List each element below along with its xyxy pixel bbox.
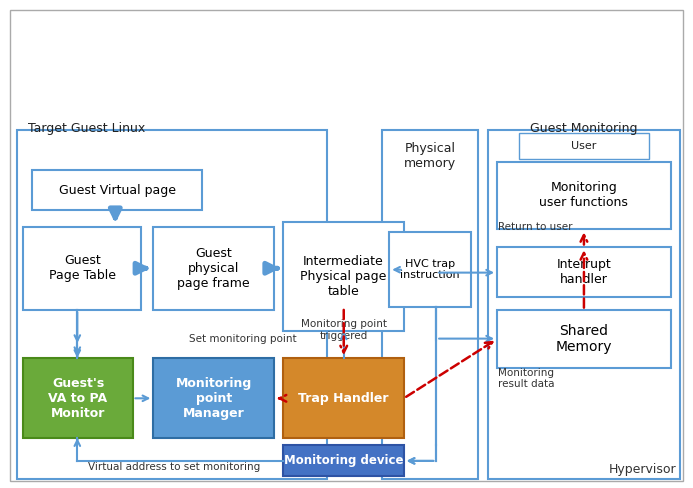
Text: Set monitoring point: Set monitoring point <box>189 334 297 344</box>
Text: Intermediate
Physical page
table: Intermediate Physical page table <box>300 255 387 298</box>
FancyBboxPatch shape <box>283 358 404 438</box>
Text: Target Guest Linux: Target Guest Linux <box>28 122 145 135</box>
Text: Interrupt
handler: Interrupt handler <box>556 258 611 286</box>
FancyBboxPatch shape <box>24 227 141 309</box>
Text: Monitoring point
triggered: Monitoring point triggered <box>301 319 387 341</box>
Text: Guest's
VA to PA
Monitor: Guest's VA to PA Monitor <box>49 377 107 420</box>
Text: User: User <box>571 141 597 151</box>
FancyBboxPatch shape <box>283 222 404 331</box>
FancyBboxPatch shape <box>33 170 202 210</box>
FancyBboxPatch shape <box>497 247 671 297</box>
FancyBboxPatch shape <box>24 358 132 438</box>
Text: Monitoring
user functions: Monitoring user functions <box>539 182 629 209</box>
Text: Guest
physical
page frame: Guest physical page frame <box>177 247 250 290</box>
FancyBboxPatch shape <box>283 446 404 476</box>
Text: Virtual address to set monitoring: Virtual address to set monitoring <box>88 462 260 472</box>
FancyBboxPatch shape <box>389 232 471 307</box>
Text: Monitoring device: Monitoring device <box>283 454 403 467</box>
FancyBboxPatch shape <box>153 227 274 309</box>
Text: Physical
memory: Physical memory <box>404 142 456 170</box>
Text: Guest Monitoring: Guest Monitoring <box>530 122 638 135</box>
Text: Monitoring
point
Manager: Monitoring point Manager <box>175 377 252 420</box>
Text: Shared
Memory: Shared Memory <box>556 324 612 354</box>
Text: Monitoring
result data: Monitoring result data <box>498 368 555 389</box>
Text: Trap Handler: Trap Handler <box>298 391 389 405</box>
Text: Guest Virtual page: Guest Virtual page <box>58 183 175 197</box>
Text: Hypervisor: Hypervisor <box>609 463 676 476</box>
FancyBboxPatch shape <box>497 310 671 368</box>
FancyBboxPatch shape <box>153 358 274 438</box>
Text: HVC trap
instruction: HVC trap instruction <box>400 259 460 280</box>
Text: Guest
Page Table: Guest Page Table <box>49 254 116 282</box>
Text: Return to user: Return to user <box>498 222 573 232</box>
FancyBboxPatch shape <box>497 162 671 229</box>
